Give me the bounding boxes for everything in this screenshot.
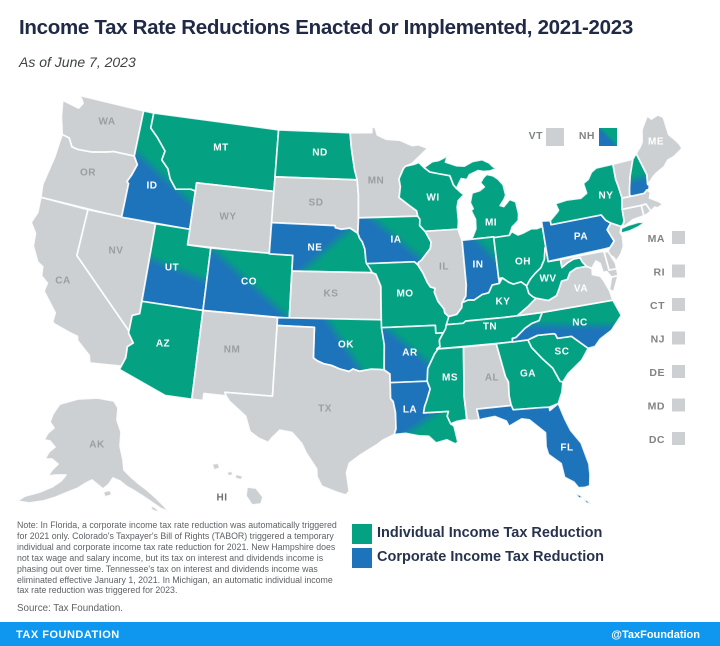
svg-text:FL: FL bbox=[560, 443, 573, 454]
svg-text:KY: KY bbox=[496, 297, 511, 308]
svg-text:ME: ME bbox=[648, 137, 664, 148]
svg-text:MN: MN bbox=[368, 176, 385, 187]
svg-text:NH: NH bbox=[579, 130, 595, 142]
svg-text:DC: DC bbox=[649, 434, 665, 446]
svg-text:GA: GA bbox=[520, 369, 536, 380]
svg-text:OR: OR bbox=[80, 168, 96, 179]
svg-text:WY: WY bbox=[219, 212, 236, 223]
svg-text:MT: MT bbox=[213, 143, 228, 154]
svg-text:CO: CO bbox=[241, 277, 257, 288]
svg-text:NE: NE bbox=[308, 243, 323, 254]
svg-text:AL: AL bbox=[485, 373, 499, 384]
svg-text:RI: RI bbox=[654, 267, 666, 279]
svg-text:DE: DE bbox=[649, 367, 665, 379]
svg-text:OK: OK bbox=[338, 340, 354, 351]
svg-text:UT: UT bbox=[165, 263, 179, 274]
svg-text:IN: IN bbox=[473, 260, 484, 271]
svg-text:NJ: NJ bbox=[651, 334, 665, 346]
svg-text:WI: WI bbox=[426, 193, 439, 204]
svg-text:VA: VA bbox=[574, 284, 588, 295]
svg-text:ID: ID bbox=[147, 181, 158, 192]
svg-text:VT: VT bbox=[529, 130, 544, 142]
svg-text:AZ: AZ bbox=[156, 339, 170, 350]
svg-text:NV: NV bbox=[109, 246, 124, 257]
svg-text:SD: SD bbox=[309, 198, 324, 209]
svg-text:ND: ND bbox=[312, 148, 327, 159]
svg-text:WA: WA bbox=[98, 117, 115, 128]
svg-text:PA: PA bbox=[574, 232, 588, 243]
svg-text:AK: AK bbox=[89, 440, 105, 451]
svg-text:AR: AR bbox=[402, 348, 418, 359]
svg-text:MO: MO bbox=[396, 289, 413, 300]
svg-text:WV: WV bbox=[539, 274, 556, 285]
svg-text:NC: NC bbox=[572, 318, 587, 329]
svg-text:MD: MD bbox=[648, 401, 665, 413]
svg-text:SC: SC bbox=[555, 347, 570, 358]
svg-text:IA: IA bbox=[391, 235, 402, 246]
svg-text:MI: MI bbox=[485, 218, 497, 229]
svg-text:TX: TX bbox=[318, 404, 332, 415]
svg-text:NY: NY bbox=[599, 191, 614, 202]
svg-text:NM: NM bbox=[224, 345, 241, 356]
svg-text:MS: MS bbox=[442, 373, 458, 384]
svg-text:KS: KS bbox=[324, 289, 339, 300]
svg-text:OH: OH bbox=[515, 257, 531, 268]
svg-text:TN: TN bbox=[483, 322, 497, 333]
svg-text:MA: MA bbox=[648, 233, 665, 245]
svg-text:LA: LA bbox=[403, 405, 417, 416]
svg-text:CA: CA bbox=[55, 276, 70, 287]
svg-text:CT: CT bbox=[650, 300, 665, 312]
svg-text:HI: HI bbox=[217, 493, 228, 504]
svg-text:IL: IL bbox=[439, 262, 449, 273]
